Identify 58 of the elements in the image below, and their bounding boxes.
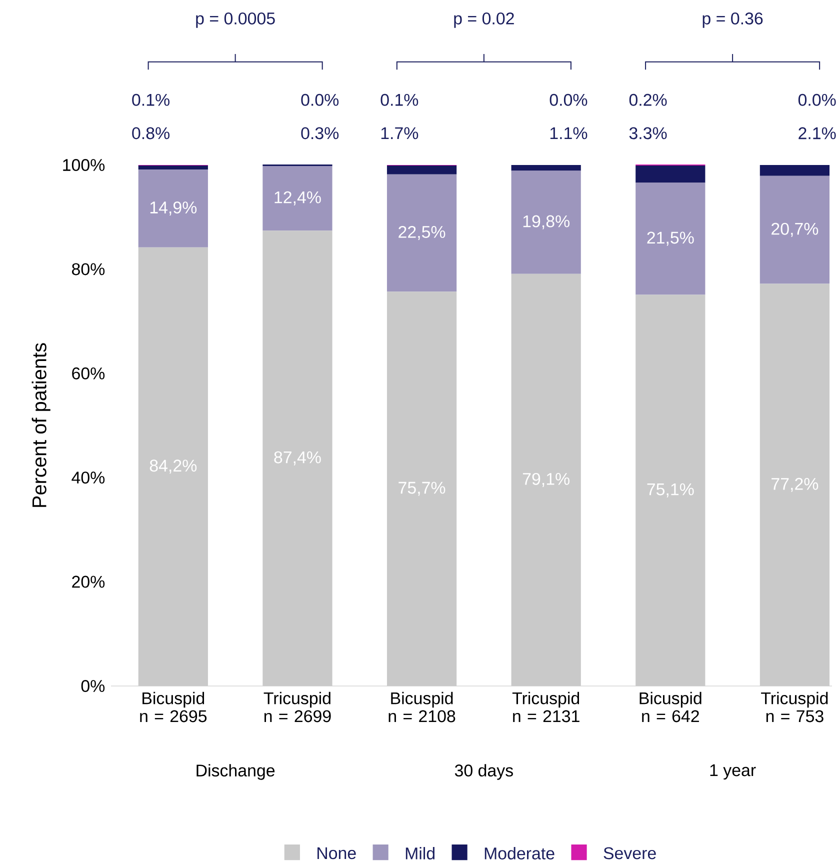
bar bbox=[386, 174, 457, 292]
y-tick-label: 60% bbox=[72, 367, 105, 380]
y-tick-label: 80% bbox=[72, 263, 105, 276]
legend-label: Moderate bbox=[484, 847, 554, 860]
bar bbox=[636, 294, 706, 686]
x-tick-label: Tricuspid n = 753 bbox=[761, 692, 828, 722]
y-tick-label: 100% bbox=[63, 158, 105, 171]
y-tick-label: 0% bbox=[81, 680, 105, 692]
data-label: 3.3% bbox=[629, 127, 667, 140]
data-label: 0.0% bbox=[550, 94, 588, 106]
bar bbox=[262, 166, 332, 231]
y-tick-label: 20% bbox=[72, 576, 105, 588]
data-label: 1.7% bbox=[381, 127, 418, 140]
legend-label: None bbox=[318, 847, 356, 860]
bar bbox=[138, 166, 208, 170]
bar bbox=[511, 164, 581, 171]
data-label: 0.1% bbox=[380, 94, 418, 106]
text: 1 year bbox=[710, 764, 756, 780]
data-label: 1.1% bbox=[550, 127, 588, 140]
data-label: 12,4% bbox=[274, 191, 321, 206]
y-axis-title: Percent of patients bbox=[32, 343, 50, 507]
x-tick-label: Bicuspid n = 2695 bbox=[140, 692, 207, 722]
bar bbox=[760, 164, 830, 176]
data-label: 0.1% bbox=[132, 94, 170, 106]
bar bbox=[636, 166, 706, 183]
data-label: 22,5% bbox=[398, 226, 446, 240]
data-label: 14,9% bbox=[150, 201, 197, 216]
data-label: 0.0% bbox=[301, 94, 339, 106]
bar bbox=[138, 247, 208, 686]
data-label: 19,8% bbox=[523, 215, 570, 230]
bar bbox=[760, 284, 830, 686]
legend-label: Severe bbox=[604, 847, 656, 860]
data-label: 0.8% bbox=[132, 127, 170, 140]
legend-label: Mild bbox=[406, 847, 434, 860]
text: Dischange bbox=[196, 764, 275, 780]
x-tick-label: Bicuspid n = 642 bbox=[640, 692, 702, 722]
data-label: 0.2% bbox=[629, 94, 667, 106]
data-label: 21,5% bbox=[647, 232, 694, 246]
bar bbox=[760, 176, 830, 284]
text: p = 0.36 bbox=[702, 12, 763, 28]
bar bbox=[511, 274, 581, 686]
bar bbox=[511, 170, 581, 274]
bar bbox=[636, 182, 706, 295]
text: p = 0.0005 bbox=[196, 12, 275, 28]
data-label: 0.3% bbox=[301, 127, 339, 140]
bar bbox=[386, 292, 457, 686]
x-tick-label: Bicuspid n = 2108 bbox=[388, 692, 456, 722]
x-tick-label: Tricuspid n = 2699 bbox=[264, 692, 331, 722]
x-tick-label: Tricuspid n = 2131 bbox=[512, 692, 580, 722]
text: p = 0.02 bbox=[454, 12, 514, 28]
data-label: 2.1% bbox=[798, 127, 836, 140]
data-label: 0.0% bbox=[798, 94, 836, 106]
text: 30 days bbox=[454, 764, 513, 780]
bar bbox=[262, 230, 332, 686]
bar bbox=[386, 166, 457, 174]
data-label: 20,7% bbox=[772, 222, 818, 237]
y-tick-label: 40% bbox=[72, 472, 105, 484]
bar bbox=[138, 170, 208, 248]
